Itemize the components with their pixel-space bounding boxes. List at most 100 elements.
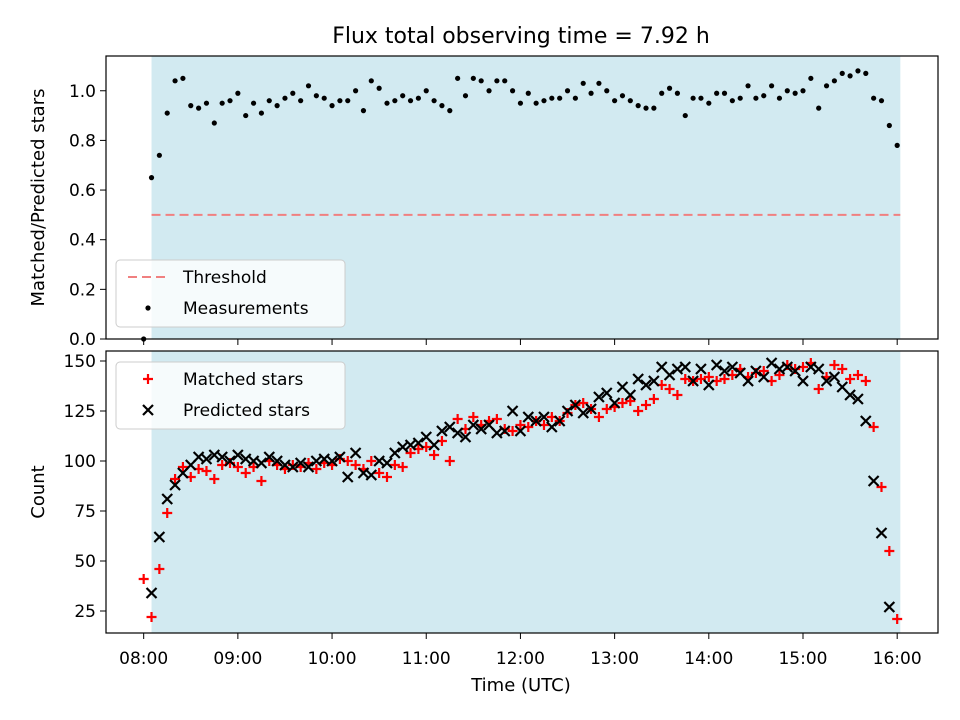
predicted-point [459, 431, 472, 443]
measurement-point [290, 90, 296, 96]
predicted-point [412, 437, 425, 449]
measurement-point [509, 88, 516, 94]
matched-point [672, 390, 683, 400]
measurement-point [714, 90, 720, 96]
measurement-point [392, 98, 398, 104]
measurement-point [478, 78, 484, 84]
measurement-point [329, 103, 335, 109]
predicted-point [600, 387, 613, 399]
y-tick-label: 0.6 [69, 181, 96, 201]
measurement-point [557, 95, 563, 101]
measurement-point [533, 100, 539, 106]
measurement-point [321, 95, 327, 101]
predicted-point [224, 455, 236, 467]
measurement-point [502, 78, 508, 84]
measurement-point [196, 105, 202, 111]
measurement-point [455, 75, 461, 81]
predicted-point [326, 455, 338, 467]
predicted-point [216, 451, 228, 463]
predicted-point [255, 457, 268, 469]
x-tick-label: 13:00 [590, 649, 639, 669]
matched-point [350, 460, 361, 470]
measurement-point [588, 90, 594, 96]
predicted-point [632, 373, 644, 385]
x-axis-label: Time (UTC) [470, 675, 571, 696]
predicted-point [875, 527, 888, 539]
measurement-point [682, 112, 688, 119]
count-panel: 25 50 75 100 125 150 08:00 09:00 10:00 11:00 12:0… [28, 350, 939, 669]
measurement-point [690, 95, 696, 101]
matched-point [641, 400, 652, 410]
measurement-point [305, 83, 312, 89]
predicted-point [640, 379, 652, 391]
measurement-points [141, 68, 900, 342]
count-y-axis-label: Count [28, 465, 49, 518]
matched-point [507, 426, 518, 436]
matched-point [617, 398, 628, 408]
predicted-point [389, 447, 401, 459]
measurement-point [753, 95, 759, 101]
x-tick-label: 12:00 [496, 649, 545, 669]
matched-point [468, 412, 479, 422]
measurement-point [525, 90, 531, 96]
measurement-point [313, 93, 319, 99]
matched-point [397, 462, 408, 472]
measurement-point [839, 70, 845, 76]
predicted-point [302, 461, 315, 473]
predicted-point [679, 361, 692, 373]
measurement-point [219, 100, 225, 106]
matched-point [491, 414, 502, 424]
predicted-point [820, 375, 833, 387]
predicted-point [703, 379, 715, 391]
measurement-point [266, 98, 272, 104]
measurement-point [894, 142, 900, 148]
matched-point [405, 448, 416, 458]
legend-predicted-swatch [142, 404, 154, 416]
legend-measurement-swatch [145, 305, 151, 311]
predicted-point [624, 389, 637, 401]
measurement-point [360, 108, 367, 114]
matched-point [240, 468, 251, 478]
measurement-point [847, 73, 853, 79]
measurement-point [612, 98, 618, 104]
matched-point [444, 456, 455, 466]
measurement-point [156, 152, 162, 158]
measurement-point [353, 88, 359, 94]
legend-box [115, 259, 346, 328]
predicted-point [687, 375, 699, 387]
measurement-point [855, 68, 861, 74]
y-tick-label: 100 [64, 452, 96, 472]
legend-label: Predicted stars [183, 401, 310, 421]
measurement-point [604, 88, 610, 94]
matched-point [374, 468, 385, 478]
matched-point [868, 422, 879, 432]
matched-point [138, 574, 149, 584]
measurement-point [549, 95, 555, 101]
measurement-point [698, 95, 704, 101]
measurement-point [376, 85, 382, 91]
predicted-point [522, 411, 535, 423]
predicted-point [742, 375, 754, 387]
measurement-point [415, 95, 421, 101]
x-tick-label: 09:00 [213, 649, 262, 669]
predicted-point [757, 371, 770, 383]
predicted-point [663, 369, 676, 381]
measurement-point [721, 90, 728, 96]
measurement-point [651, 105, 657, 111]
matched-point [389, 460, 400, 470]
measurement-point [816, 105, 822, 111]
measurement-point [258, 110, 265, 116]
measurement-point [282, 95, 288, 101]
measurement-point [227, 98, 233, 104]
measurement-point [211, 120, 217, 126]
matched-point [774, 370, 785, 380]
y-tick-label: 0.2 [69, 280, 96, 300]
measurement-point [203, 100, 210, 106]
matched-point [837, 364, 848, 374]
matched-point [884, 546, 895, 556]
matched-point [515, 420, 526, 430]
matched-point [813, 384, 824, 394]
predicted-point [530, 415, 542, 427]
x-tick-label: 10:00 [308, 649, 357, 669]
predicted-point [726, 361, 739, 373]
